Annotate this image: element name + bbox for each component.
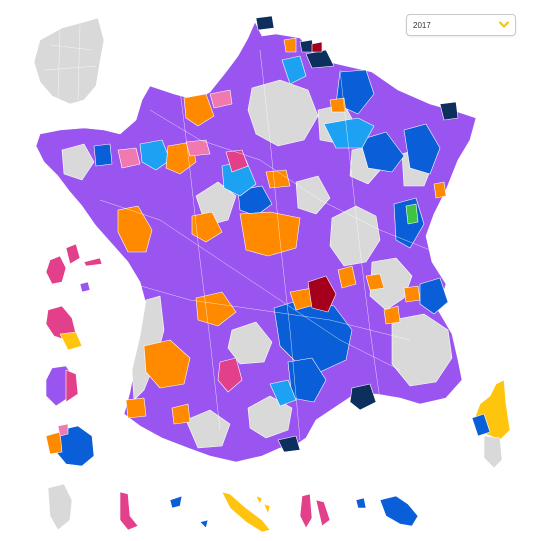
region-alps[interactable]: [369, 257, 413, 311]
french-polynesia[interactable]: [299, 493, 313, 529]
region-herault-pink[interactable]: [217, 357, 243, 393]
region-paris[interactable]: [247, 79, 319, 147]
region-brittany[interactable]: [61, 143, 95, 181]
region-aisne[interactable]: [265, 169, 291, 189]
year-selector[interactable]: 2017: [406, 14, 516, 36]
reunion-north[interactable]: [57, 423, 69, 437]
navy-regions: [255, 15, 459, 453]
region-ain[interactable]: [337, 265, 357, 289]
corsica-south[interactable]: [483, 435, 503, 469]
region-haute-savoie[interactable]: [403, 285, 421, 303]
region-oise[interactable]: [283, 37, 297, 53]
saint-pierre[interactable]: [119, 491, 139, 531]
region-isere[interactable]: [269, 379, 297, 407]
region-loire[interactable]: [117, 205, 153, 253]
region-cote-dazur[interactable]: [359, 131, 405, 173]
region-ardennes[interactable]: [323, 117, 375, 149]
region-drome[interactable]: [383, 305, 401, 325]
region-burgundy[interactable]: [295, 175, 331, 215]
region-moselle-navy[interactable]: [439, 101, 459, 121]
guadeloupe-island[interactable]: [83, 257, 103, 267]
region-nord-navy[interactable]: [255, 15, 275, 31]
region-sologne[interactable]: [191, 211, 223, 243]
region-bretagne-east[interactable]: [93, 143, 113, 167]
region-nord-red[interactable]: [311, 41, 323, 53]
region-burgundy-east[interactable]: [237, 185, 273, 217]
guadeloupe-purple[interactable]: [79, 281, 91, 293]
reunion-west[interactable]: [45, 431, 63, 455]
guadeloupe[interactable]: [45, 255, 67, 285]
pink-regions: [117, 89, 249, 393]
region-manche-pink[interactable]: [225, 149, 249, 173]
guyane-east[interactable]: [65, 369, 79, 403]
overseas-left: [45, 243, 103, 467]
region-dordogne[interactable]: [143, 339, 191, 389]
region-rhone-alps[interactable]: [329, 205, 381, 267]
paris-inset: [33, 17, 105, 105]
new-caledonia-islands[interactable]: [255, 495, 271, 515]
region-gers[interactable]: [171, 403, 191, 425]
region-doubs[interactable]: [433, 181, 447, 199]
region-gironde[interactable]: [125, 397, 147, 419]
region-picardie[interactable]: [281, 55, 307, 85]
region-pyrenees-navy[interactable]: [277, 435, 301, 453]
wallis[interactable]: [169, 495, 183, 509]
reunion[interactable]: [55, 425, 95, 467]
orange-regions: [117, 37, 447, 425]
region-centre-val[interactable]: [239, 211, 301, 257]
region-alsace[interactable]: [403, 123, 441, 175]
region-eure-pink[interactable]: [185, 139, 211, 157]
chevron-down-icon: [499, 21, 509, 28]
french-polynesia-2[interactable]: [315, 499, 331, 527]
region-allier[interactable]: [365, 273, 385, 291]
saint-martin[interactable]: [355, 497, 367, 509]
martinique-south[interactable]: [59, 331, 83, 351]
mayotte[interactable]: [47, 483, 73, 531]
grey-regions: [61, 79, 453, 449]
wallis-2[interactable]: [199, 519, 209, 529]
new-caledonia[interactable]: [221, 491, 271, 533]
region-haute-saone-green[interactable]: [405, 203, 419, 225]
region-calvados-pink[interactable]: [209, 89, 233, 109]
region-bouches-navy[interactable]: [349, 383, 377, 411]
guadeloupe-east[interactable]: [65, 243, 81, 265]
region-lorraine[interactable]: [335, 69, 375, 115]
corsica-west[interactable]: [471, 413, 491, 437]
region-normandie[interactable]: [139, 139, 171, 171]
french-residents[interactable]: [379, 495, 419, 527]
region-meuse[interactable]: [329, 97, 347, 113]
region-languedoc[interactable]: [247, 395, 293, 439]
region-savoie[interactable]: [419, 277, 449, 315]
corsica: [471, 379, 511, 469]
region-haute-marne[interactable]: [183, 93, 215, 127]
region-limousin[interactable]: [227, 321, 273, 365]
overseas-bottom: [47, 483, 419, 533]
region-finistere-pink[interactable]: [117, 147, 141, 169]
year-value: 2017: [413, 20, 431, 30]
region-puy-de-dome-red[interactable]: [307, 275, 337, 313]
light-blue-regions: [139, 55, 375, 407]
region-limousin-orange[interactable]: [195, 291, 237, 327]
paris-inset-region[interactable]: [33, 17, 105, 105]
